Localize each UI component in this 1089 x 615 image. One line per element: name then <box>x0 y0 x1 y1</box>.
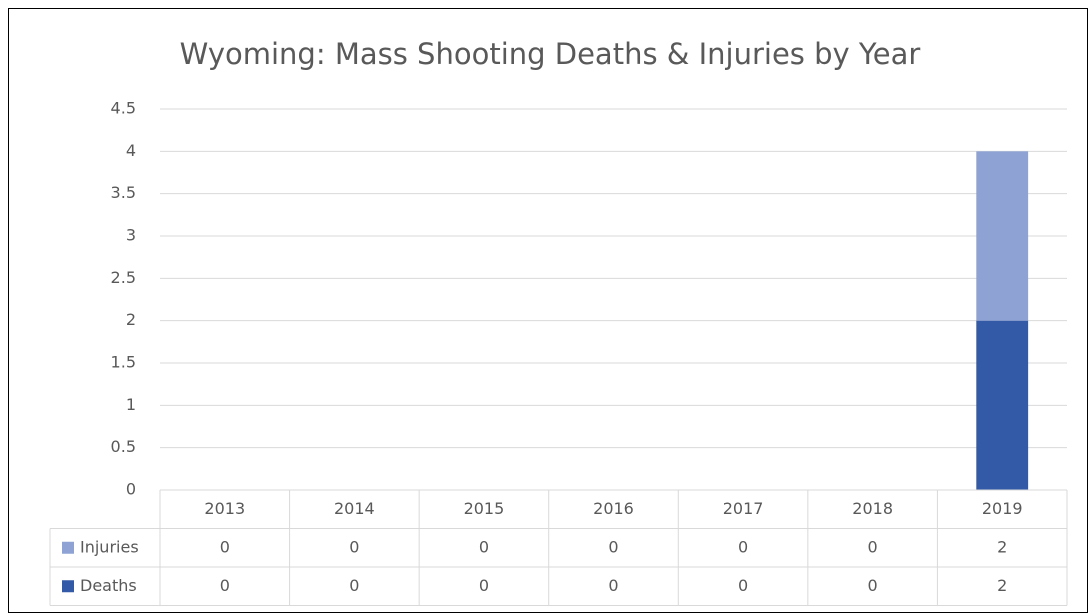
x-tick-label: 2013 <box>204 499 245 518</box>
y-tick-label: 4 <box>126 141 136 160</box>
y-tick-label: 2 <box>126 310 136 329</box>
table-value: 2 <box>997 537 1007 556</box>
x-tick-label: 2015 <box>464 499 505 518</box>
y-tick-label: 1 <box>126 395 136 414</box>
legend-label: Injuries <box>80 537 139 556</box>
table-value: 0 <box>608 576 618 595</box>
table-value: 0 <box>220 537 230 556</box>
y-tick-label: 3.5 <box>111 183 136 202</box>
legend-key <box>62 580 74 593</box>
table-value: 0 <box>868 537 878 556</box>
y-tick-label: 0 <box>126 480 136 499</box>
y-tick-label: 2.5 <box>111 268 136 287</box>
table-value: 0 <box>868 576 878 595</box>
y-tick-label: 4.5 <box>111 99 136 118</box>
x-tick-label: 2017 <box>723 499 764 518</box>
chart-border <box>8 8 1088 613</box>
y-tick-label: 1.5 <box>111 353 136 372</box>
chart-title: Wyoming: Mass Shooting Deaths & Injuries… <box>180 37 921 71</box>
table-value: 0 <box>738 537 748 556</box>
table-value: 0 <box>479 537 489 556</box>
legend-key <box>62 541 74 554</box>
table-value: 0 <box>349 537 359 556</box>
table-value: 0 <box>608 537 618 556</box>
legend-label: Deaths <box>80 576 137 595</box>
x-tick-label: 2014 <box>334 499 375 518</box>
y-tick-label: 0.5 <box>111 437 136 456</box>
table-value: 0 <box>479 576 489 595</box>
x-tick-label: 2018 <box>852 499 893 518</box>
y-tick-label: 3 <box>126 226 136 245</box>
table-value: 2 <box>997 576 1007 595</box>
bar <box>976 320 1029 490</box>
table-value: 0 <box>738 576 748 595</box>
table-value: 0 <box>220 576 230 595</box>
x-tick-label: 2016 <box>593 499 634 518</box>
x-tick-label: 2019 <box>982 499 1023 518</box>
table-value: 0 <box>349 576 359 595</box>
bar <box>976 151 1029 321</box>
